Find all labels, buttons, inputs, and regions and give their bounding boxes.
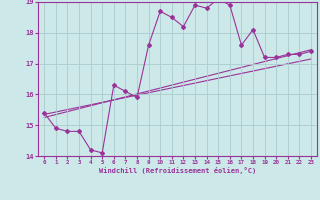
X-axis label: Windchill (Refroidissement éolien,°C): Windchill (Refroidissement éolien,°C) <box>99 167 256 174</box>
